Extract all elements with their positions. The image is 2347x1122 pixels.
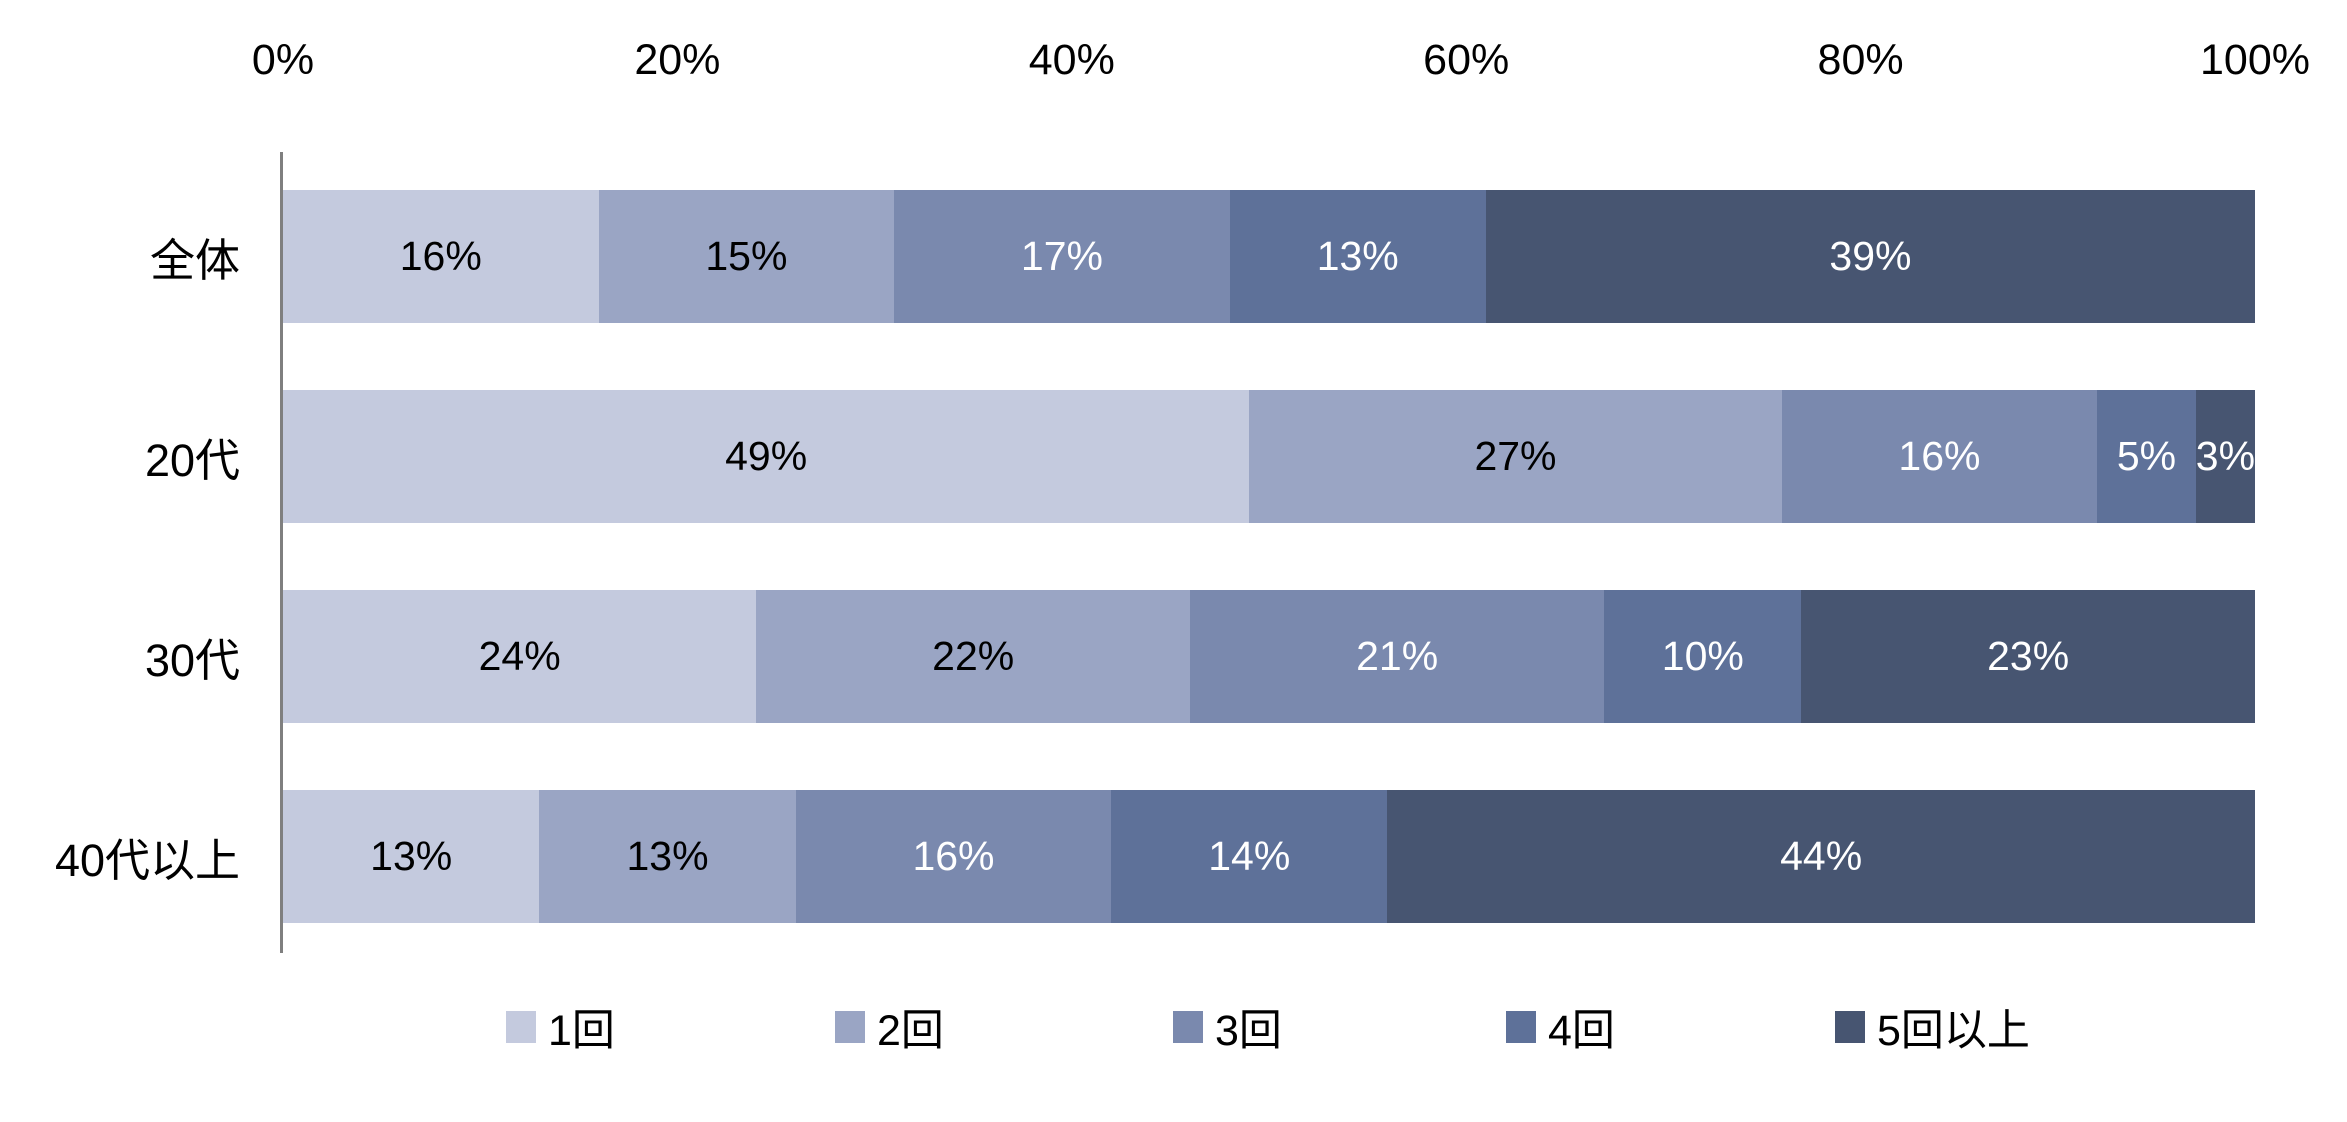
legend-swatch-icon bbox=[1173, 1011, 1203, 1043]
segment-value-label: 5% bbox=[2116, 433, 2177, 479]
bar-track: 16% 15% 17% 13% 39% bbox=[283, 190, 2255, 323]
legend-item: 1回 bbox=[506, 1003, 615, 1055]
segment-value-label: 14% bbox=[1208, 833, 1291, 879]
category-label: 20代 bbox=[144, 435, 240, 486]
legend-label: 2回 bbox=[877, 1007, 944, 1055]
legend-item: 4回 bbox=[1506, 1003, 1615, 1055]
bar-segment: 44% bbox=[1387, 790, 2255, 923]
legend-label: 1回 bbox=[548, 1007, 615, 1055]
bar-row: 20代 49% 27% 16% 5% 3% bbox=[0, 390, 2347, 523]
segment-value-label: 17% bbox=[1020, 233, 1103, 279]
x-axis-tick-labels: 0% 20% 40% 60% 80% 100% bbox=[0, 0, 2347, 110]
segment-value-label: 13% bbox=[626, 833, 709, 879]
bar-segment: 16% bbox=[1781, 390, 2098, 523]
segment-value-label: 16% bbox=[399, 233, 482, 279]
bar-segment: 39% bbox=[1485, 190, 2255, 323]
bar-segment: 3% bbox=[2196, 390, 2255, 523]
bar-segment: 24% bbox=[283, 590, 757, 723]
segment-value-label: 23% bbox=[1987, 633, 2070, 679]
category-label: 全体 bbox=[149, 235, 240, 286]
bar-segment: 5% bbox=[2097, 390, 2196, 523]
bar-segment: 16% bbox=[795, 790, 1112, 923]
bar-segment: 17% bbox=[894, 190, 1230, 323]
bar-row: 全体 16% 15% 17% 13% 39% bbox=[0, 190, 2347, 323]
legend-swatch-icon bbox=[506, 1011, 536, 1043]
segment-value-label: 16% bbox=[1898, 433, 1981, 479]
x-axis-tick: 80% bbox=[1817, 36, 1904, 84]
y-axis-line bbox=[280, 152, 283, 953]
legend-label: 5回以上 bbox=[1877, 1007, 2030, 1055]
legend-label: 4回 bbox=[1548, 1007, 1615, 1055]
x-axis-tick: 40% bbox=[1028, 36, 1115, 84]
bar-track: 49% 27% 16% 5% 3% bbox=[283, 390, 2255, 523]
x-axis-tick: 20% bbox=[634, 36, 721, 84]
bar-segment: 22% bbox=[756, 590, 1191, 723]
segment-value-label: 39% bbox=[1829, 233, 1912, 279]
legend-label: 3回 bbox=[1215, 1007, 1282, 1055]
bar-segment: 49% bbox=[283, 390, 1250, 523]
segment-value-label: 13% bbox=[370, 833, 453, 879]
segment-value-label: 44% bbox=[1780, 833, 1863, 879]
category-label: 40代以上 bbox=[54, 835, 240, 886]
segment-value-label: 16% bbox=[912, 833, 995, 879]
segment-value-label: 27% bbox=[1474, 433, 1557, 479]
bar-segment: 27% bbox=[1249, 390, 1782, 523]
legend-item: 3回 bbox=[1173, 1003, 1282, 1055]
bar-segment: 21% bbox=[1190, 590, 1605, 723]
segment-value-label: 24% bbox=[478, 633, 561, 679]
bar-segment: 13% bbox=[1229, 190, 1486, 323]
bar-row: 30代 24% 22% 21% 10% 23% bbox=[0, 590, 2347, 723]
bar-segment: 23% bbox=[1801, 590, 2255, 723]
bar-track: 13% 13% 16% 14% 44% bbox=[283, 790, 2255, 923]
legend-swatch-icon bbox=[1835, 1011, 1865, 1043]
segment-value-label: 22% bbox=[932, 633, 1015, 679]
segment-value-label: 15% bbox=[705, 233, 788, 279]
segment-value-label: 3% bbox=[2195, 433, 2256, 479]
x-axis-tick: 0% bbox=[251, 36, 315, 84]
bar-segment: 10% bbox=[1604, 590, 1802, 723]
bar-segment: 13% bbox=[283, 790, 540, 923]
x-axis-tick: 60% bbox=[1423, 36, 1510, 84]
bar-segment: 13% bbox=[539, 790, 796, 923]
segment-value-label: 10% bbox=[1661, 633, 1744, 679]
legend: 1回 2回 3回 4回 5回以上 bbox=[0, 1003, 2347, 1063]
bar-row: 40代以上 13% 13% 16% 14% 44% bbox=[0, 790, 2347, 923]
segment-value-label: 21% bbox=[1356, 633, 1439, 679]
x-axis-tick: 100% bbox=[2200, 36, 2310, 84]
category-label: 30代 bbox=[144, 635, 240, 686]
legend-swatch-icon bbox=[1506, 1011, 1536, 1043]
bar-segment: 15% bbox=[598, 190, 895, 323]
bar-track: 24% 22% 21% 10% 23% bbox=[283, 590, 2255, 723]
legend-item: 2回 bbox=[835, 1003, 944, 1055]
legend-item: 5回以上 bbox=[1835, 1003, 2030, 1055]
bar-segment: 14% bbox=[1111, 790, 1388, 923]
segment-value-label: 13% bbox=[1316, 233, 1399, 279]
segment-value-label: 49% bbox=[725, 433, 808, 479]
legend-swatch-icon bbox=[835, 1011, 865, 1043]
bar-segment: 16% bbox=[283, 190, 599, 323]
